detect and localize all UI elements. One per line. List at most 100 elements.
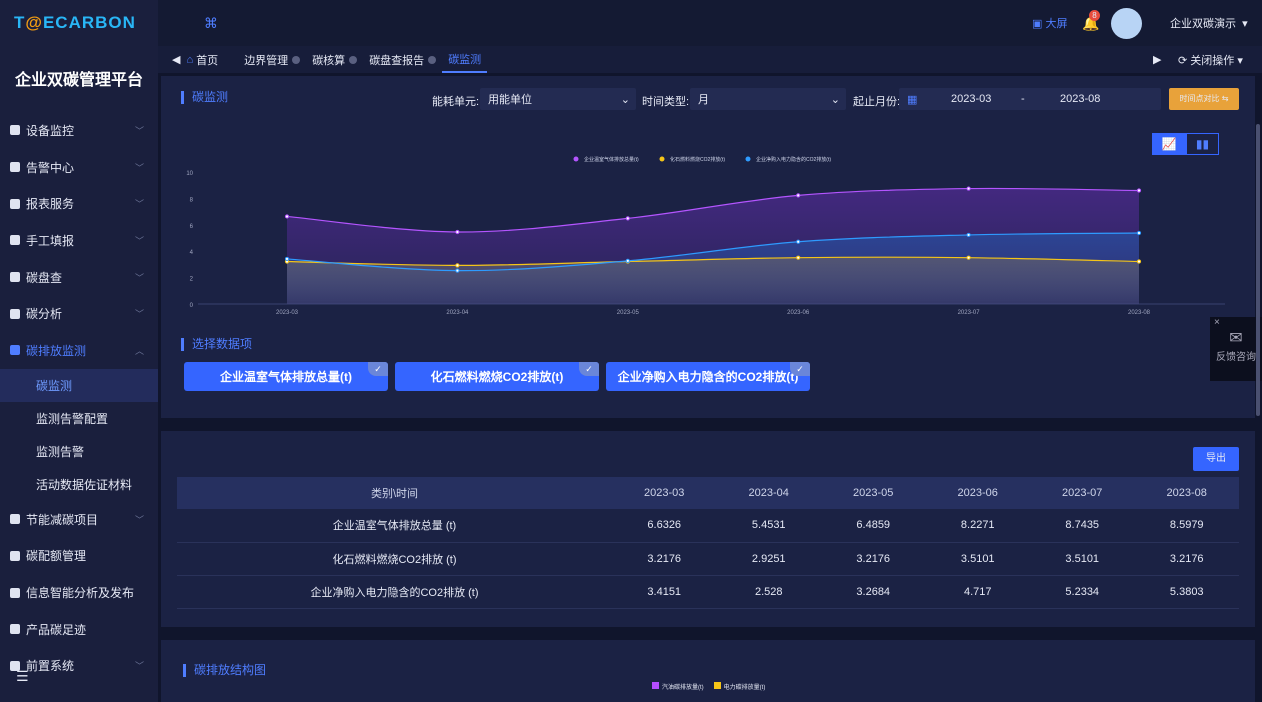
check-icon: ✓ [790, 362, 810, 376]
menu-icon [10, 125, 20, 136]
table-cell: 企业净购入电力隐含的CO2排放 (t) [177, 575, 612, 609]
data-point [796, 193, 801, 198]
type-label: 时间类型: [642, 96, 690, 108]
tab-label: 碳监测 [448, 53, 482, 66]
tab-close-icon[interactable] [349, 55, 358, 64]
legend-marker [659, 156, 665, 162]
sidebar-item[interactable]: 前置系统 ﹀ [0, 648, 158, 685]
legend-marker [745, 156, 751, 162]
chip-label: 化石燃料燃烧CO2排放(t) [430, 370, 564, 384]
sidebar-item[interactable]: 碳盘查 ﹀ [0, 259, 158, 296]
structure-legend-item[interactable]: 电力碳排放量(t) [713, 682, 765, 691]
user-menu[interactable]: 企业双碳演示 ▾ [1170, 18, 1248, 30]
end-month[interactable]: 2023-08 [1060, 93, 1101, 105]
sidebar-item[interactable]: 设备监控 ﹀ [0, 112, 158, 149]
notification-badge: 8 [1089, 10, 1100, 21]
close-icon[interactable]: × [1214, 317, 1220, 328]
table-cell: 3.2176 [820, 542, 926, 576]
column-header: 2023-04 [716, 477, 821, 509]
range-separator: - [1021, 93, 1025, 105]
tab-label: 碳盘查报告 [369, 54, 425, 67]
time-type-select[interactable]: 月 ⌄ [690, 88, 846, 110]
logo: T @ ECARBON [14, 13, 136, 32]
table-cell: 6.6326 [611, 509, 717, 543]
sidebar-item[interactable]: 手工填报 ﹀ [0, 222, 158, 259]
sidebar-item[interactable]: 碳排放监测 ︿ [0, 332, 158, 369]
column-header: 2023-07 [1029, 477, 1135, 509]
x-tick-label: 2023-03 [276, 310, 299, 316]
table-cell: 2.528 [716, 575, 821, 609]
y-tick-label: 2 [190, 277, 194, 283]
table-cell: 4.717 [925, 575, 1030, 609]
series-line [286, 187, 1140, 233]
tab[interactable]: 碳监测 [442, 46, 488, 73]
legend-marker [573, 156, 579, 162]
sidebar-subitem[interactable]: 碳监测 [0, 368, 158, 402]
sidebar-item[interactable]: 节能减碳项目 ﹀ [0, 501, 158, 538]
sidebar-subitem[interactable]: 监测告警 [36, 444, 85, 459]
unit-select[interactable]: 用能单位 ⌄ [480, 88, 636, 110]
scrollbar[interactable] [1256, 124, 1260, 416]
data-point [966, 186, 971, 191]
sidebar-subitem[interactable]: 监测告警配置 [36, 411, 109, 426]
data-item-chip[interactable]: 企业温室气体排放总量(t) ✓ [184, 362, 388, 391]
export-button[interactable]: 导出 [1193, 447, 1239, 471]
column-header: 2023-05 [820, 477, 926, 509]
chevron-down-icon: ⌄ [620, 93, 630, 106]
y-tick-label: 4 [190, 250, 194, 256]
tab-scroll-right[interactable]: ▶ [1153, 54, 1162, 66]
close-operations[interactable]: ⟳ 关闭操作 ▾ [1178, 54, 1243, 67]
tab-bar: ◀ ⌂ 首页 边界管理 碳核算 碳盘查报告 碳监测 ▶ ⟳ 关闭操作 ▾ [158, 46, 1262, 73]
menu-icon [10, 587, 20, 598]
time-compare-button[interactable]: 时间点对比 ⇆ [1169, 88, 1239, 110]
tab[interactable]: 碳核算 [306, 46, 363, 73]
tab-close-icon[interactable] [292, 55, 301, 64]
sidebar-item[interactable]: 产品碳足迹 [0, 611, 158, 648]
month-range-picker[interactable]: ▦ 2023-03 - 2023-08 [899, 88, 1161, 110]
sidebar-item[interactable]: 报表服务 ﹀ [0, 185, 158, 222]
chevron-icon: ︿ [134, 345, 144, 356]
chevron-down-icon: ⌄ [830, 93, 840, 106]
legend-label: 化石燃料燃烧CO2排放(t) [670, 156, 725, 163]
table-cell: 8.7435 [1029, 509, 1135, 543]
sidebar-item-label: 碳排放监测 [26, 343, 87, 358]
line-chart-toggle[interactable]: 📈 [1152, 133, 1186, 155]
tab-scroll-left[interactable]: ◀ [172, 54, 181, 66]
data-point [455, 263, 460, 268]
apps-icon[interactable]: ⌘ [204, 14, 218, 31]
data-point [455, 229, 460, 235]
tab-home[interactable]: ⌂ 首页 [180, 46, 224, 73]
tab[interactable]: 边界管理 [238, 46, 306, 73]
feedback-widget[interactable]: × ✉ 反馈咨询 [1210, 317, 1262, 381]
tab[interactable]: 碳盘查报告 [363, 46, 442, 73]
collapse-menu-icon[interactable]: ☰ [16, 668, 29, 684]
table-cell: 8.5979 [1134, 509, 1239, 543]
data-item-chip[interactable]: 化石燃料燃烧CO2排放(t) ✓ [395, 362, 599, 391]
bigscreen-link[interactable]: ▣ 大屏 [1032, 18, 1068, 30]
chevron-icon: ﹀ [134, 272, 144, 283]
menu-icon [10, 624, 20, 635]
unit-label: 能耗单元: [432, 96, 480, 108]
tab-close-icon[interactable] [428, 55, 437, 64]
sidebar-item-label: 手工填报 [26, 233, 75, 248]
menu-icon [10, 660, 20, 671]
sidebar-item[interactable]: 告警中心 ﹀ [0, 149, 158, 186]
series-line [286, 232, 1140, 272]
sidebar-item[interactable]: 碳配额管理 [0, 538, 158, 575]
table-cell: 6.4859 [820, 509, 926, 543]
structure-legend-item[interactable]: 汽油碳排放量(t) [652, 682, 704, 691]
chevron-icon: ﹀ [134, 235, 144, 246]
data-item-chip[interactable]: 企业净购入电力隐含的CO2排放(t) ✓ [606, 362, 810, 391]
table-cell: 5.4531 [716, 509, 821, 543]
bar-chart-toggle[interactable]: ▮▮ [1186, 133, 1219, 155]
section-title: 碳监测 [181, 91, 228, 104]
sidebar-subitem[interactable]: 活动数据佐证材料 [36, 477, 133, 492]
data-point [455, 268, 460, 273]
avatar[interactable] [1111, 8, 1142, 39]
start-month[interactable]: 2023-03 [951, 93, 992, 105]
close-operations-label: 关闭操作 [1190, 54, 1235, 67]
sidebar-item[interactable]: 信息智能分析及发布 [0, 574, 158, 611]
x-tick-label: 2023-07 [958, 310, 981, 316]
platform-title: 企业双碳管理平台 [14, 72, 143, 89]
sidebar-item[interactable]: 碳分析 ﹀ [0, 295, 158, 332]
